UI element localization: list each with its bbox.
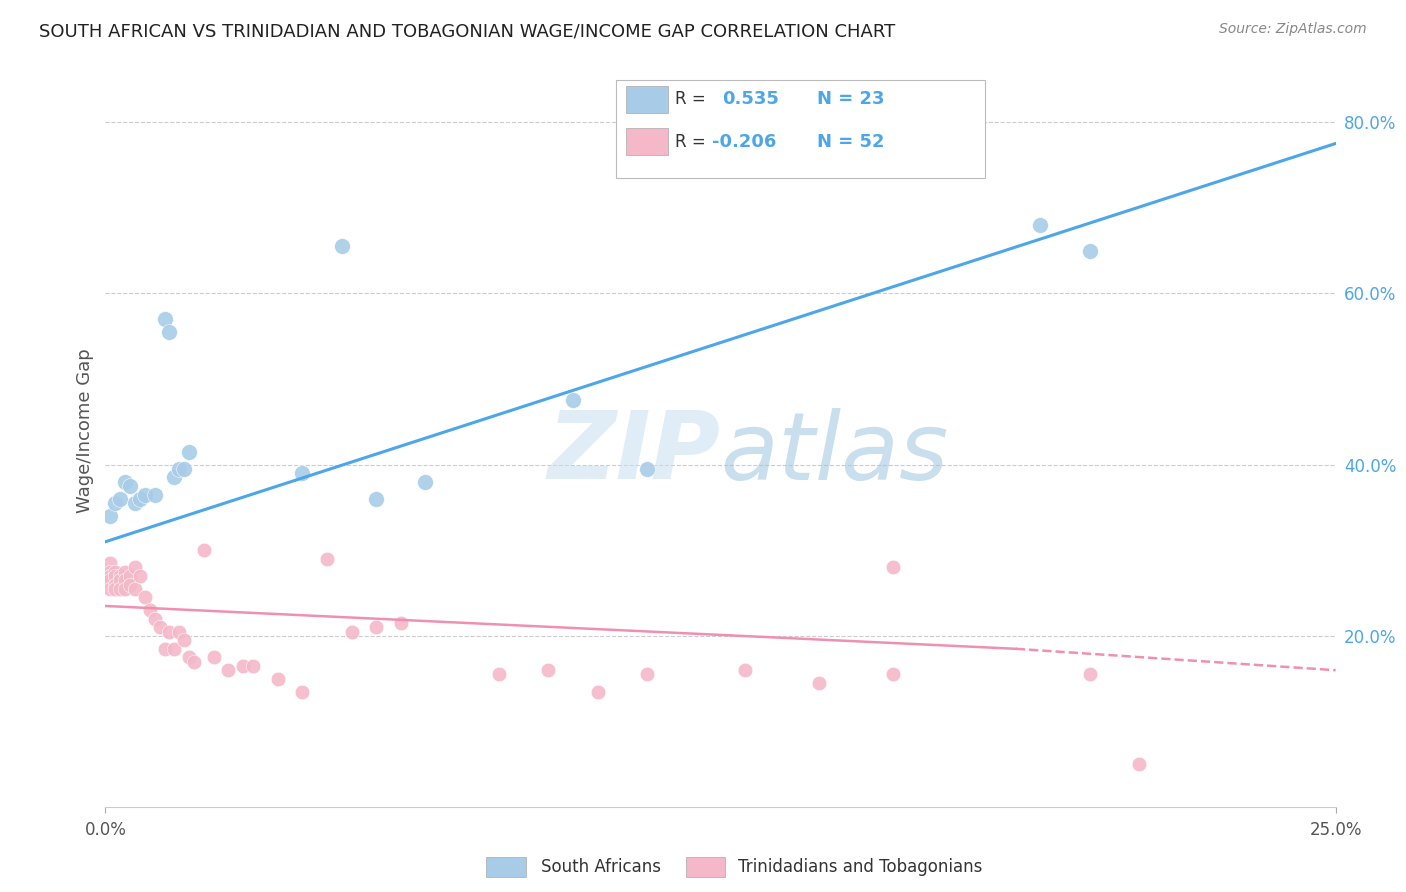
Text: Source: ZipAtlas.com: Source: ZipAtlas.com — [1219, 22, 1367, 37]
Point — [807, 676, 830, 690]
Point — [138, 603, 162, 617]
Point — [134, 488, 156, 502]
Point — [169, 462, 191, 476]
Point — [734, 663, 756, 677]
Point — [114, 565, 136, 579]
Point — [120, 479, 141, 493]
Text: N = 52: N = 52 — [817, 133, 884, 151]
Point — [242, 659, 264, 673]
Point — [330, 239, 353, 253]
Point — [218, 663, 240, 677]
Point — [1078, 244, 1101, 258]
Point — [173, 462, 195, 476]
Point — [1128, 757, 1150, 772]
Point — [291, 467, 314, 481]
Point — [159, 325, 180, 339]
Point — [120, 569, 141, 583]
Point — [173, 633, 195, 648]
Point — [389, 616, 412, 631]
Point — [124, 560, 146, 574]
Point — [153, 312, 176, 326]
Point — [366, 620, 388, 634]
Point — [110, 569, 132, 583]
Point — [267, 672, 290, 686]
Point — [232, 659, 254, 673]
Point — [636, 667, 658, 681]
Point — [163, 470, 186, 484]
Text: Trinidadians and Tobagonians: Trinidadians and Tobagonians — [738, 858, 983, 876]
Point — [488, 667, 510, 681]
Point — [98, 509, 122, 524]
Point — [104, 496, 127, 510]
Point — [129, 491, 152, 506]
Point — [114, 475, 136, 489]
FancyBboxPatch shape — [626, 128, 668, 155]
Point — [315, 552, 337, 566]
Point — [98, 569, 122, 583]
Point — [1029, 218, 1052, 232]
Point — [110, 582, 132, 596]
Point — [110, 491, 132, 506]
Point — [169, 624, 191, 639]
Point — [340, 624, 363, 639]
Point — [882, 667, 904, 681]
Point — [291, 684, 314, 698]
Point — [193, 543, 215, 558]
Point — [202, 650, 225, 665]
Point — [98, 574, 122, 588]
Text: SOUTH AFRICAN VS TRINIDADIAN AND TOBAGONIAN WAGE/INCOME GAP CORRELATION CHART: SOUTH AFRICAN VS TRINIDADIAN AND TOBAGON… — [39, 22, 896, 40]
Text: South Africans: South Africans — [541, 858, 661, 876]
Point — [124, 582, 146, 596]
Point — [183, 655, 205, 669]
Point — [586, 684, 609, 698]
Y-axis label: Wage/Income Gap: Wage/Income Gap — [76, 348, 94, 513]
Point — [120, 577, 141, 591]
Point — [98, 556, 122, 570]
FancyBboxPatch shape — [616, 80, 986, 178]
Point — [114, 574, 136, 588]
Point — [415, 475, 437, 489]
Point — [143, 612, 166, 626]
Point — [134, 591, 156, 605]
Point — [179, 445, 201, 459]
Point — [179, 650, 201, 665]
Text: N = 23: N = 23 — [817, 90, 884, 109]
Point — [562, 393, 585, 408]
Point — [104, 577, 127, 591]
Point — [104, 569, 127, 583]
Point — [104, 565, 127, 579]
Text: -0.206: -0.206 — [711, 133, 776, 151]
Point — [98, 565, 122, 579]
Point — [129, 569, 152, 583]
Point — [163, 641, 186, 656]
Point — [124, 496, 146, 510]
Point — [114, 582, 136, 596]
Text: ZIP: ZIP — [548, 407, 721, 499]
Text: R =: R = — [675, 90, 711, 109]
Point — [110, 574, 132, 588]
Point — [366, 491, 388, 506]
Point — [104, 582, 127, 596]
Point — [149, 620, 172, 634]
Text: atlas: atlas — [721, 408, 949, 499]
Point — [143, 488, 166, 502]
Point — [636, 462, 658, 476]
Point — [882, 560, 904, 574]
Point — [98, 582, 122, 596]
FancyBboxPatch shape — [626, 86, 668, 113]
Point — [1078, 667, 1101, 681]
Point — [153, 641, 176, 656]
Text: R =: R = — [675, 133, 711, 151]
Point — [159, 624, 180, 639]
Point — [537, 663, 560, 677]
Text: 0.535: 0.535 — [721, 90, 779, 109]
